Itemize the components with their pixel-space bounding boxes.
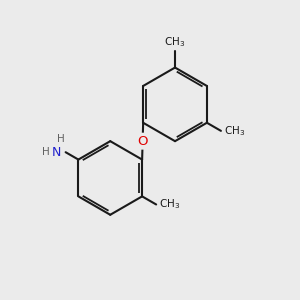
Text: H: H (57, 134, 65, 144)
Text: N: N (52, 146, 61, 159)
Text: O: O (137, 135, 148, 148)
Text: CH$_3$: CH$_3$ (164, 35, 186, 49)
Text: CH$_3$: CH$_3$ (159, 198, 180, 212)
Text: H: H (42, 147, 50, 157)
Text: CH$_3$: CH$_3$ (224, 124, 245, 138)
